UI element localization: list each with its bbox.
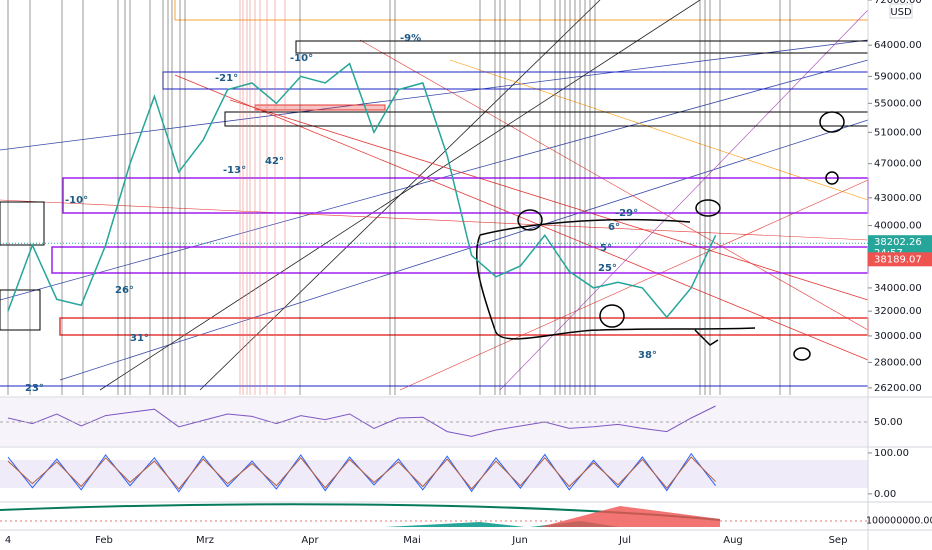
price-tick-label: 51000.00 <box>874 127 922 138</box>
price-tick-label: 26200.00 <box>874 383 922 394</box>
price-tick-label: 55000.00 <box>874 98 922 109</box>
currency: USD <box>890 7 912 18</box>
angle-annotation: 42° <box>265 156 284 167</box>
price-tick-label: 47000.00 <box>874 159 922 170</box>
rsi-tick-label: 50.00 <box>874 417 903 428</box>
stoch-tick-label: 100.00 <box>874 448 909 459</box>
rsi-line <box>7 405 716 437</box>
price-line <box>7 62 717 319</box>
stoch-d <box>7 456 716 490</box>
time-label: Mrz <box>196 535 214 546</box>
angle-annotation: -13° <box>223 165 246 176</box>
prev-close-tag <box>868 252 932 267</box>
angle-annotation: -21° <box>215 73 238 84</box>
price-tick-label: 43000.00 <box>874 193 922 204</box>
stoch-tick-label: 0.00 <box>874 489 896 500</box>
angle-annotation: 38° <box>638 350 657 361</box>
time-label: Sep <box>829 535 848 546</box>
price-tick-label: 32000.00 <box>874 306 922 317</box>
time-label: 4 <box>5 535 11 546</box>
time-label: Feb <box>95 535 113 546</box>
prev-close-label: 38189.07 <box>874 254 922 265</box>
time-label: Jul <box>618 535 631 546</box>
price-tick-label: 40000.00 <box>874 221 922 232</box>
angle-annotation: -10° <box>290 53 313 64</box>
price-tick-label: 28000.00 <box>874 357 922 368</box>
last-price-label: 38202.26 <box>874 237 922 248</box>
angle-annotation: 25° <box>598 263 617 274</box>
price-tick-label: 64000.00 <box>874 40 922 51</box>
currency-box <box>889 3 913 19</box>
oscillator-fill <box>540 506 720 527</box>
angle-annotation: -9% <box>400 33 421 44</box>
price-tick-label: 72000.00 <box>874 0 922 6</box>
angle-annotation: 26° <box>115 285 134 296</box>
price-tick-label: 30000.00 <box>874 331 922 342</box>
time-label: Mai <box>403 535 421 546</box>
drawing-tools <box>0 0 869 391</box>
angle-annotation: 31° <box>130 333 149 344</box>
price-tick-label: 59000.00 <box>874 71 922 82</box>
price-tick-label: 34000.00 <box>874 283 922 294</box>
angle-annotation: 5° <box>600 243 612 254</box>
time-label: Aug <box>723 535 743 546</box>
time-label: Jun <box>511 535 528 546</box>
angle-annotation: 6° <box>608 222 620 233</box>
angle-annotation: 23° <box>25 383 44 394</box>
osc-tick-label: 100000000.00 <box>866 516 932 527</box>
angle-annotation: -10° <box>65 195 88 206</box>
angle-annotation: -29° <box>615 208 638 219</box>
time-label: Apr <box>301 535 319 546</box>
